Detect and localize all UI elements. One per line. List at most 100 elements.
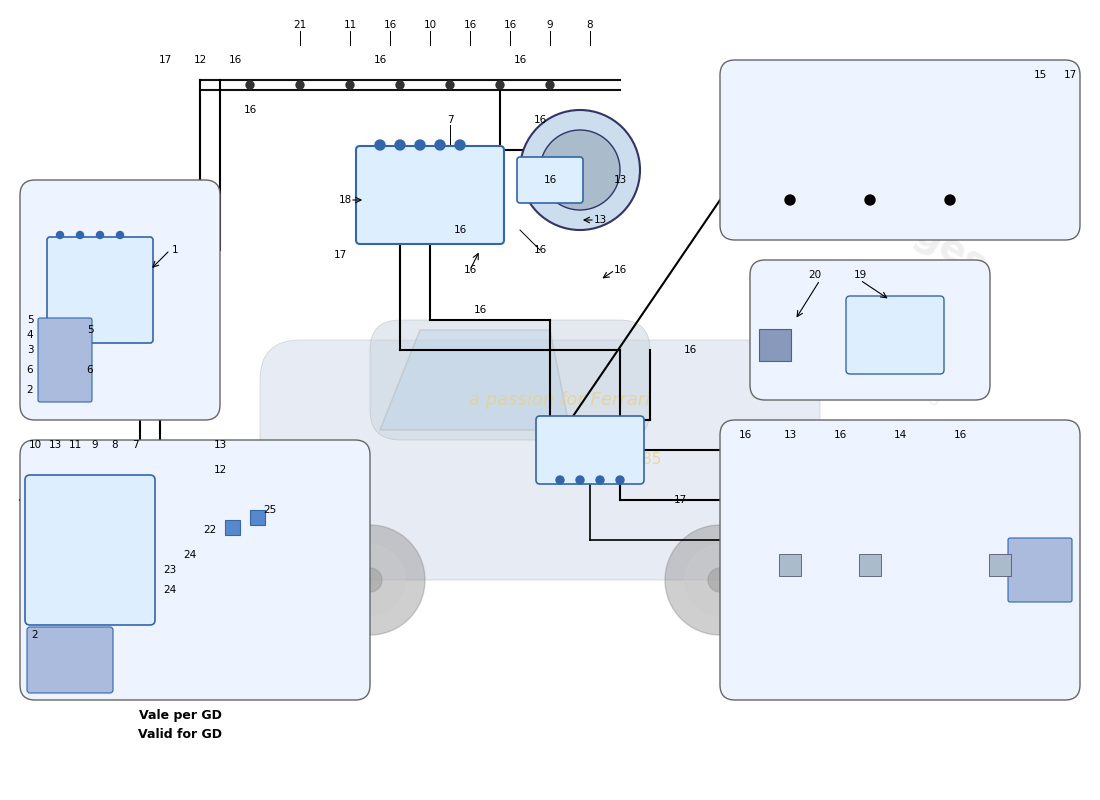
- Text: 23: 23: [164, 565, 177, 575]
- Text: 7: 7: [132, 440, 139, 450]
- Text: 5: 5: [87, 325, 94, 335]
- Circle shape: [77, 231, 84, 238]
- FancyBboxPatch shape: [260, 340, 820, 580]
- Circle shape: [246, 81, 254, 89]
- Text: 12: 12: [213, 465, 227, 475]
- Text: 6: 6: [87, 365, 94, 375]
- Text: since 1985: since 1985: [579, 453, 662, 467]
- FancyBboxPatch shape: [779, 554, 801, 576]
- Text: 16: 16: [463, 265, 476, 275]
- FancyBboxPatch shape: [720, 420, 1080, 700]
- Circle shape: [496, 81, 504, 89]
- Text: 13: 13: [593, 215, 606, 225]
- FancyBboxPatch shape: [1008, 538, 1072, 602]
- Circle shape: [666, 525, 776, 635]
- Text: 8: 8: [112, 440, 119, 450]
- Circle shape: [596, 476, 604, 484]
- Text: 16: 16: [543, 175, 557, 185]
- Circle shape: [315, 525, 425, 635]
- Text: 8: 8: [586, 20, 593, 30]
- Text: 9: 9: [547, 20, 553, 30]
- FancyBboxPatch shape: [250, 510, 265, 525]
- Circle shape: [434, 140, 446, 150]
- Circle shape: [945, 195, 955, 205]
- Text: 16: 16: [473, 305, 486, 315]
- Text: 16: 16: [384, 20, 397, 30]
- FancyBboxPatch shape: [356, 146, 504, 244]
- Text: 3: 3: [26, 345, 33, 355]
- Polygon shape: [379, 330, 570, 430]
- FancyBboxPatch shape: [20, 440, 370, 700]
- Text: 16: 16: [614, 265, 627, 275]
- Circle shape: [785, 195, 795, 205]
- Text: 24: 24: [164, 585, 177, 595]
- Text: ges: ges: [908, 214, 993, 286]
- Text: 16: 16: [453, 225, 466, 235]
- Circle shape: [520, 110, 640, 230]
- Text: 16: 16: [683, 345, 696, 355]
- Text: 17: 17: [158, 55, 172, 65]
- FancyBboxPatch shape: [370, 320, 650, 440]
- Circle shape: [117, 231, 123, 238]
- Text: 10: 10: [424, 20, 437, 30]
- Text: 2: 2: [26, 385, 33, 395]
- Text: 17: 17: [673, 495, 686, 505]
- FancyBboxPatch shape: [517, 157, 583, 203]
- Text: 19: 19: [854, 270, 867, 280]
- Text: 10: 10: [29, 440, 42, 450]
- FancyBboxPatch shape: [39, 318, 92, 402]
- Text: since 1985: since 1985: [856, 350, 944, 410]
- Circle shape: [97, 231, 103, 238]
- Text: 13: 13: [614, 175, 627, 185]
- Text: 13: 13: [783, 430, 796, 440]
- Text: 16: 16: [373, 55, 386, 65]
- Circle shape: [396, 81, 404, 89]
- Text: Vale per GD: Vale per GD: [139, 709, 221, 722]
- Text: 25: 25: [263, 505, 276, 515]
- Text: 6: 6: [26, 365, 33, 375]
- FancyBboxPatch shape: [720, 60, 1080, 240]
- Circle shape: [576, 476, 584, 484]
- Text: 11: 11: [68, 440, 81, 450]
- Text: a passion for Ferrari: a passion for Ferrari: [470, 391, 650, 409]
- Text: 16: 16: [954, 430, 967, 440]
- FancyBboxPatch shape: [47, 237, 153, 343]
- FancyBboxPatch shape: [846, 296, 944, 374]
- Text: 24: 24: [184, 550, 197, 560]
- Circle shape: [336, 545, 405, 615]
- Circle shape: [446, 81, 454, 89]
- Circle shape: [865, 195, 874, 205]
- Text: Valid for GD: Valid for GD: [138, 729, 222, 742]
- Text: 2: 2: [32, 630, 39, 640]
- Text: 16: 16: [738, 430, 751, 440]
- FancyBboxPatch shape: [536, 416, 643, 484]
- Text: 15: 15: [1033, 70, 1046, 80]
- FancyBboxPatch shape: [25, 475, 155, 625]
- Text: 16: 16: [243, 105, 256, 115]
- Text: 17: 17: [1064, 70, 1077, 80]
- Text: 16: 16: [229, 55, 242, 65]
- Circle shape: [346, 81, 354, 89]
- Text: 14: 14: [893, 430, 906, 440]
- FancyBboxPatch shape: [859, 554, 881, 576]
- Text: 20: 20: [808, 270, 822, 280]
- Circle shape: [415, 140, 425, 150]
- FancyBboxPatch shape: [759, 329, 791, 361]
- Text: 4: 4: [26, 330, 33, 340]
- Text: 1: 1: [172, 245, 178, 255]
- FancyBboxPatch shape: [750, 260, 990, 400]
- Circle shape: [616, 476, 624, 484]
- Circle shape: [708, 568, 732, 592]
- Text: 18: 18: [339, 195, 352, 205]
- Text: 21: 21: [294, 20, 307, 30]
- Text: 17: 17: [333, 250, 346, 260]
- Text: 22: 22: [204, 525, 217, 535]
- Text: 9: 9: [91, 440, 98, 450]
- Circle shape: [375, 140, 385, 150]
- Text: 5: 5: [26, 315, 33, 325]
- Circle shape: [556, 476, 564, 484]
- Text: 16: 16: [534, 115, 547, 125]
- FancyBboxPatch shape: [226, 520, 240, 535]
- Text: 13: 13: [213, 440, 227, 450]
- Circle shape: [455, 140, 465, 150]
